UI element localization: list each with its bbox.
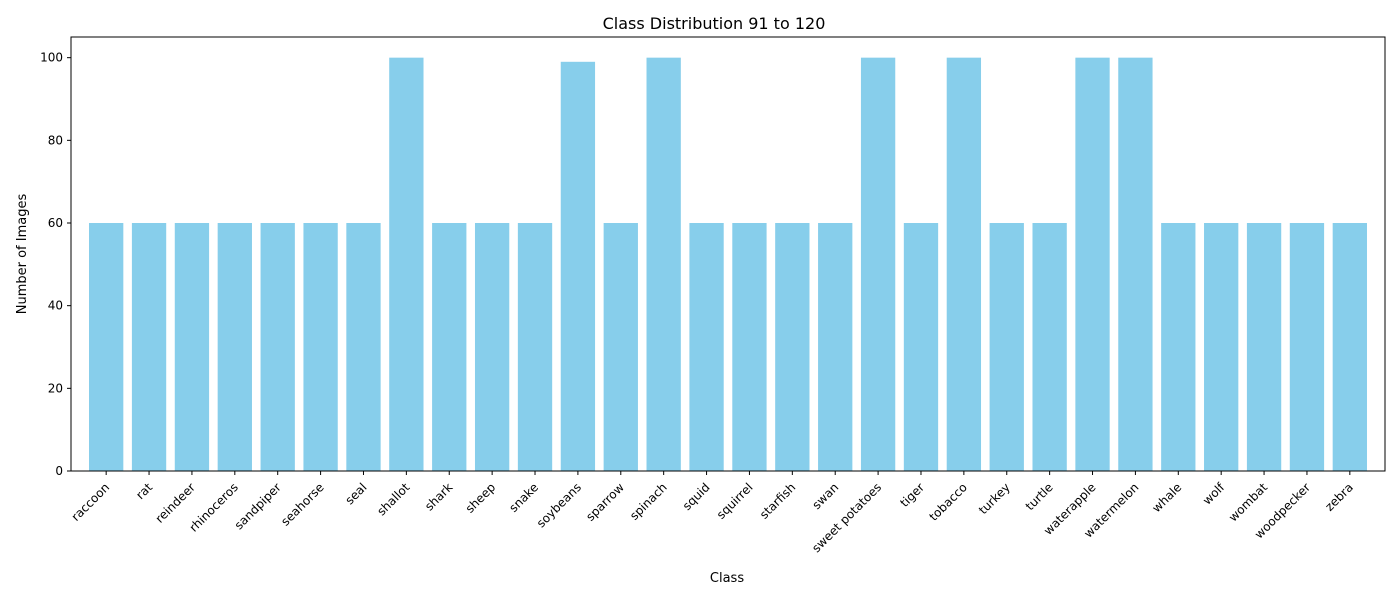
bar-shallot (389, 57, 424, 472)
bar-wombat (1246, 223, 1282, 471)
bar-whale (1161, 223, 1196, 471)
x-tick-label: whale (1149, 480, 1184, 515)
bar-sparrow (603, 223, 638, 471)
bar-rat (131, 223, 167, 471)
x-tick-label: swan (809, 480, 841, 512)
x-tick-label: shark (422, 480, 455, 513)
x-tick-label: squid (680, 480, 713, 513)
bar-seal (346, 223, 381, 471)
y-tick-label: 40 (48, 299, 63, 313)
plot-frame (70, 36, 1386, 472)
bar-waterapple (1075, 57, 1110, 472)
x-tick-label: squirrel (714, 480, 756, 522)
bar-reindeer (174, 223, 210, 471)
bar-soybeans (560, 61, 596, 472)
bar-woodpecker (1289, 223, 1325, 471)
bar-zebra (1332, 223, 1367, 471)
bars-group (89, 57, 1367, 472)
x-axis-label: Class (710, 571, 744, 586)
x-tick-label: tiger (897, 480, 927, 510)
bar-turkey (989, 223, 1024, 471)
x-tick-label: turkey (976, 480, 1013, 517)
y-axis-label: Number of Images (15, 194, 30, 315)
bar-starfish (775, 223, 810, 471)
y-tick-label: 60 (48, 216, 63, 230)
x-tick-label: spinach (627, 480, 670, 523)
bar-swan (818, 223, 853, 471)
x-tick-label: raccoon (69, 480, 113, 524)
x-tick-label: sparrow (583, 480, 627, 524)
y-tick-label: 20 (48, 381, 63, 395)
bar-tiger (903, 223, 939, 471)
y-tick-label: 100 (40, 51, 63, 65)
bar-turtle (1032, 223, 1067, 471)
x-tick-label: zebra (1322, 480, 1356, 514)
bar-tobacco (946, 57, 982, 472)
bar-sweet-potatoes (860, 57, 896, 472)
x-tick-label: rat (133, 480, 155, 502)
x-tick-label: wombat (1226, 480, 1270, 524)
x-tick-label: turtle (1023, 480, 1056, 513)
bar-watermelon (1118, 57, 1153, 472)
y-tick-label: 80 (48, 133, 63, 147)
x-tick-label: sandpiper (232, 480, 284, 532)
x-tick-label: sheep (463, 480, 499, 516)
bar-shark (432, 223, 467, 471)
x-tick-label: starfish (757, 480, 798, 521)
x-tick-label: shallot (374, 480, 412, 518)
x-tick-label: snake (506, 480, 541, 515)
bar-sheep (474, 223, 510, 471)
x-tick-label: wolf (1200, 480, 1228, 508)
chart-title: Class Distribution 91 to 120 (603, 14, 826, 33)
x-tick-label: seal (342, 480, 369, 507)
bar-raccoon (89, 223, 124, 471)
bar-spinach (646, 57, 681, 472)
bar-seahorse (303, 223, 338, 471)
x-tick-label: tobacco (926, 480, 970, 524)
bar-wolf (1204, 223, 1239, 471)
x-tick-label: soybeans (534, 480, 584, 530)
x-tick-label: seahorse (278, 480, 326, 528)
bar-sandpiper (260, 223, 295, 471)
bar-squid (689, 223, 724, 471)
bar-squirrel (732, 223, 767, 471)
bar-rhinoceros (217, 223, 252, 471)
y-tick-label: 0 (55, 464, 63, 478)
bar-snake (517, 223, 553, 471)
